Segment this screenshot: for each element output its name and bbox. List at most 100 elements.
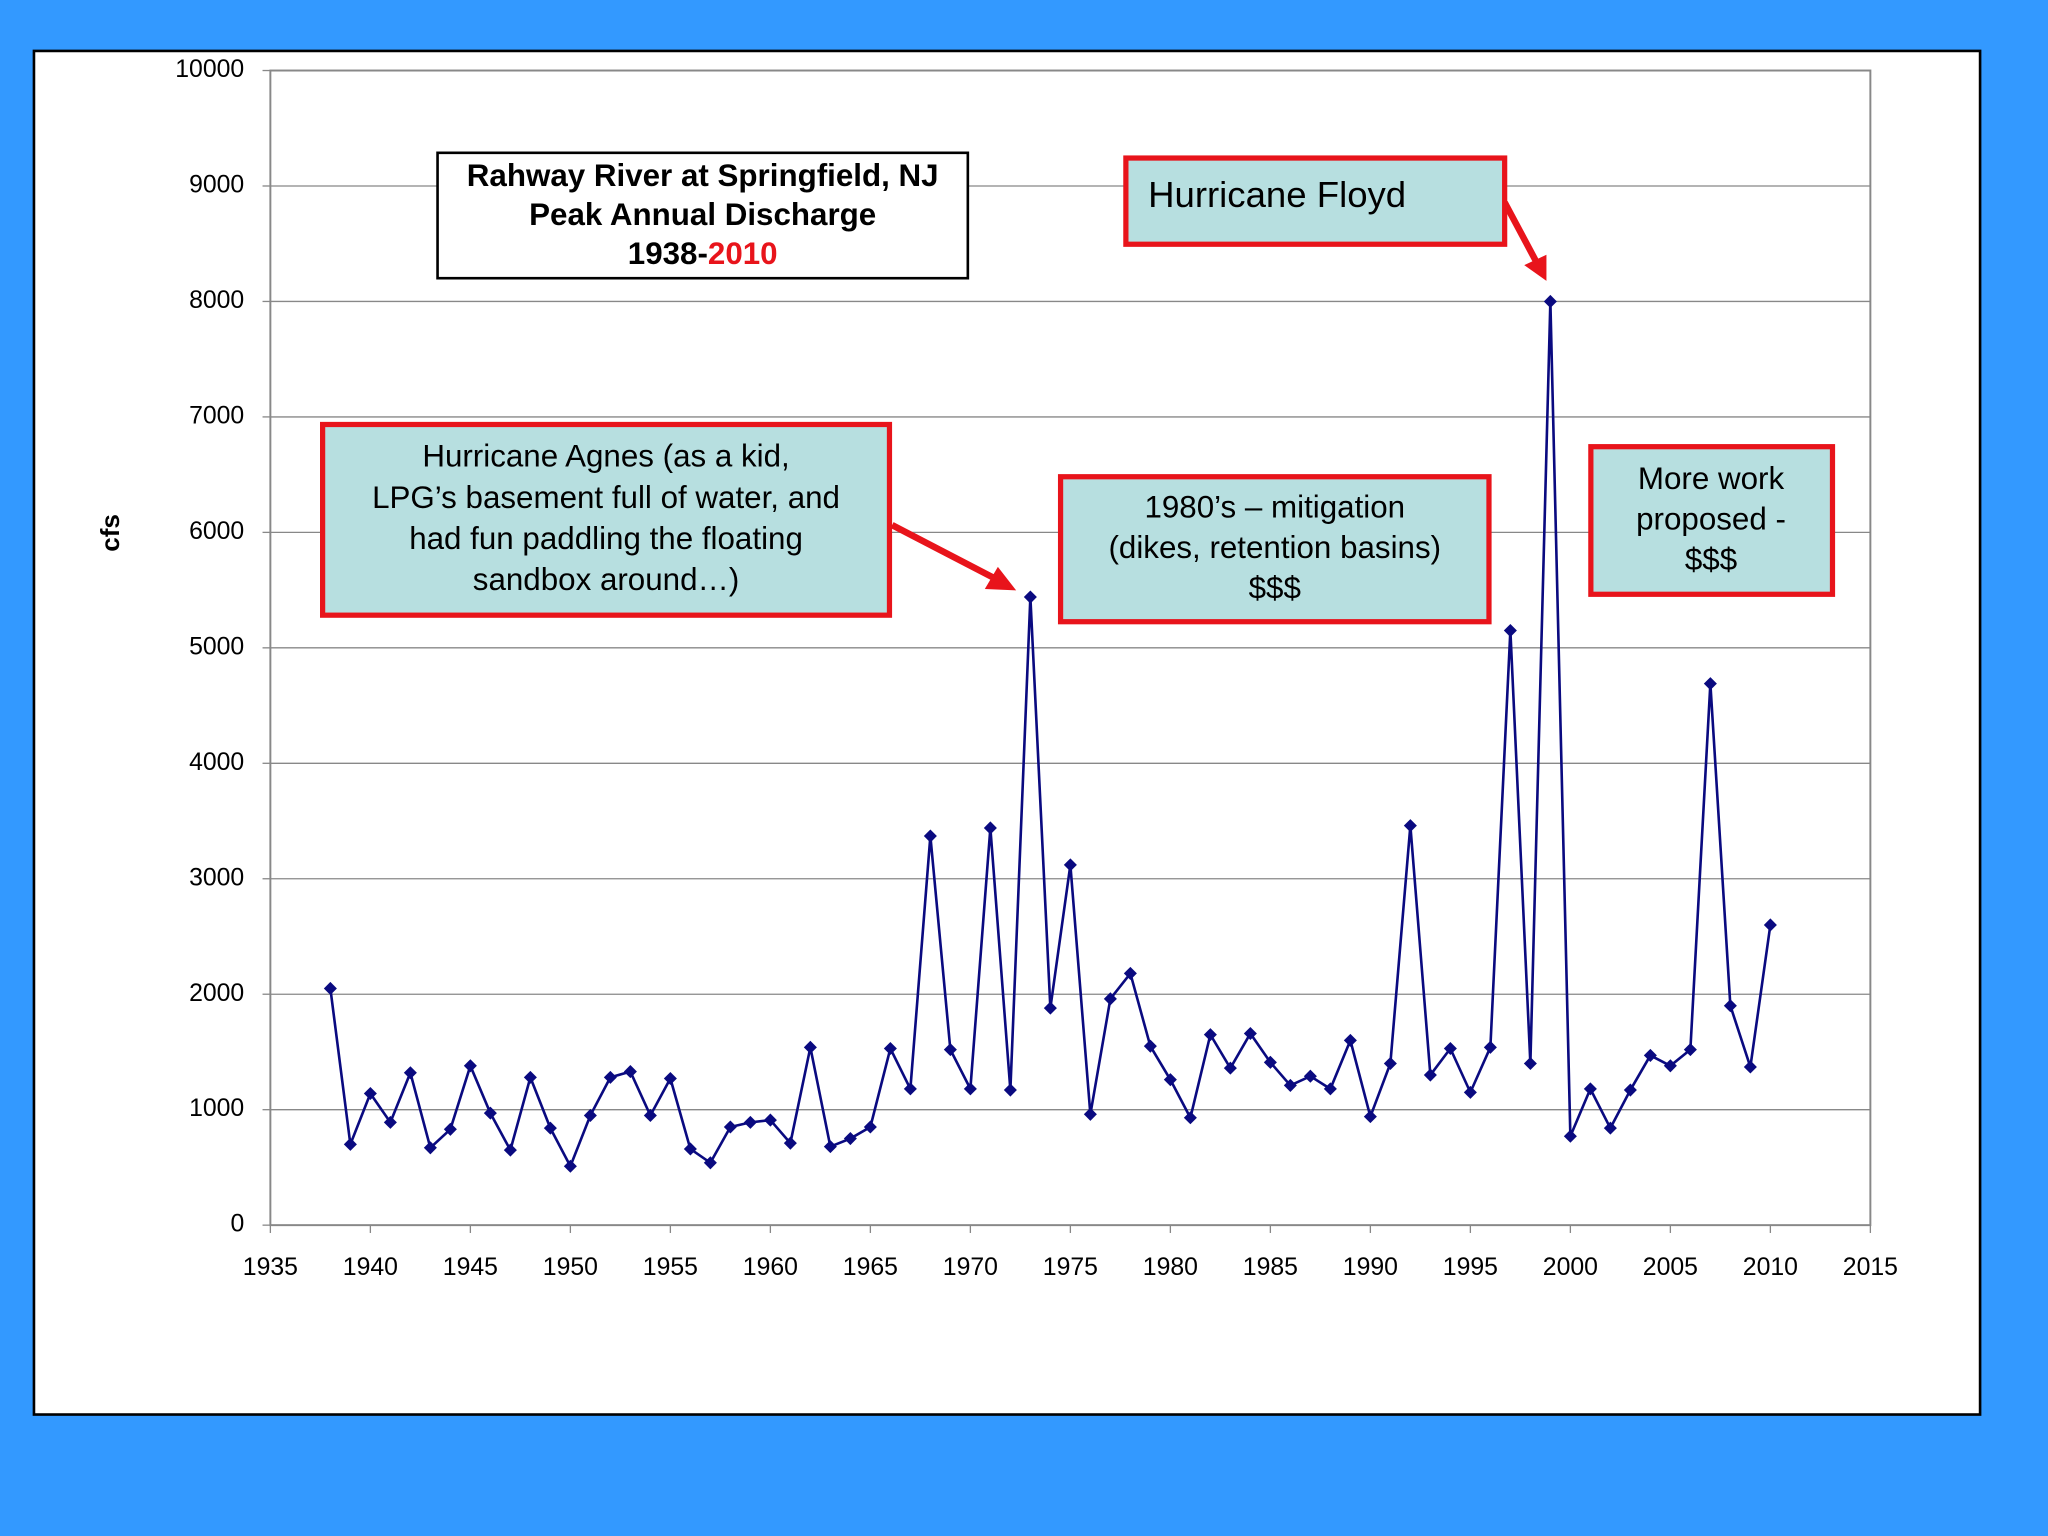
data-point: [403, 1066, 417, 1080]
data-point: [1663, 1059, 1677, 1073]
data-point: [463, 1059, 477, 1073]
data-point: [1063, 858, 1077, 872]
data-point: [1603, 1121, 1617, 1135]
x-tick-label: 1990: [1343, 1254, 1398, 1281]
data-point: [1323, 1082, 1337, 1096]
title-end-year: 2010: [708, 236, 778, 271]
arrow-head: [984, 566, 1017, 591]
data-point: [923, 829, 937, 843]
data-point: [1523, 1056, 1537, 1071]
annotation-box: [1057, 474, 1492, 625]
y-tick-label: 5000: [189, 633, 244, 660]
y-tick-label: 1000: [189, 1095, 244, 1122]
y-tick-label: 7000: [189, 402, 244, 429]
data-point: [1163, 1073, 1177, 1087]
y-tick-label: 6000: [189, 518, 244, 545]
x-tick-label: 1985: [1243, 1254, 1298, 1281]
chart-title: 1938-2010: [628, 236, 778, 271]
x-tick-label: 1940: [343, 1254, 398, 1281]
data-point: [1703, 677, 1717, 691]
x-tick-label: 1935: [243, 1254, 298, 1281]
data-point: [1363, 1110, 1377, 1124]
x-tick-label: 1960: [743, 1254, 798, 1281]
data-point: [983, 821, 997, 835]
data-point: [963, 1082, 977, 1096]
data-point: [703, 1156, 717, 1170]
data-point: [343, 1137, 357, 1151]
data-point: [1023, 590, 1037, 604]
data-point: [323, 981, 337, 995]
y-axis-label: cfs: [95, 514, 125, 552]
data-point: [1743, 1060, 1757, 1074]
data-point: [1403, 819, 1417, 833]
x-tick-label: 2015: [1843, 1254, 1898, 1281]
data-point: [763, 1113, 777, 1127]
data-point: [1343, 1033, 1357, 1047]
annotation-text: 1980’s – mitigation: [1144, 490, 1405, 525]
data-point: [1423, 1068, 1437, 1082]
data-point: [843, 1132, 857, 1146]
data-point: [1723, 999, 1737, 1013]
y-tick-label: 9000: [189, 172, 244, 199]
data-point: [823, 1140, 837, 1154]
x-tick-label: 1965: [843, 1254, 898, 1281]
annotation-text: had fun paddling the floating: [409, 521, 803, 556]
data-point: [723, 1120, 737, 1134]
data-point: [1763, 918, 1777, 932]
x-tick-label: 1980: [1143, 1254, 1198, 1281]
data-point: [903, 1082, 917, 1096]
annotations: Hurricane Agnes (as a kid, LPG’s basement…: [320, 155, 1836, 625]
data-point: [423, 1141, 437, 1155]
annotation-text: sandbox around…): [473, 562, 739, 597]
annotation-box: [1588, 444, 1836, 597]
data-point: [623, 1065, 637, 1079]
chart-title: Rahway River at Springfield, NJ: [467, 158, 939, 193]
annotation-text: LPG’s basement full of water, and: [372, 480, 840, 515]
y-tick-label: 8000: [189, 287, 244, 314]
data-point: [1643, 1048, 1657, 1062]
data-point: [1583, 1082, 1597, 1096]
y-tick-label: 0: [230, 1211, 244, 1238]
data-point: [1103, 992, 1117, 1006]
annotation-text: $$$: [1685, 542, 1737, 577]
panel: [32, 49, 1982, 1416]
title-start-year: 1938-: [628, 236, 708, 271]
title-box: [436, 151, 970, 280]
x-tick-label: 1950: [543, 1254, 598, 1281]
data-point: [1563, 1129, 1577, 1143]
data-point: [803, 1040, 817, 1054]
arrow: [1501, 200, 1539, 263]
data-point: [563, 1159, 577, 1173]
arrows: [890, 200, 1547, 591]
arrow-head: [1524, 254, 1547, 281]
data-point: [543, 1121, 557, 1135]
data-point: [1463, 1085, 1477, 1099]
annotation-text: $$$: [1249, 571, 1301, 606]
data-point: [1303, 1069, 1317, 1083]
annotation-box: [1123, 155, 1508, 247]
plot-frame: [269, 69, 1872, 1227]
x-tick-label: 1970: [943, 1254, 998, 1281]
data-point: [1043, 1001, 1057, 1015]
y-tick-label: 4000: [189, 749, 244, 776]
annotation-text: Hurricane Agnes (as a kid,: [422, 439, 789, 474]
data-point: [863, 1120, 877, 1134]
x-tick-label: 2005: [1643, 1254, 1698, 1281]
annotation-text: More work: [1638, 461, 1785, 496]
annotation-box: [320, 421, 893, 618]
data-point: [1503, 623, 1517, 638]
x-tick-label: 2010: [1743, 1254, 1798, 1281]
y-tick-label: 2000: [189, 980, 244, 1007]
data-point: [643, 1108, 657, 1122]
chart-title: Peak Annual Discharge: [529, 197, 876, 232]
x-tick-label: 1945: [443, 1254, 498, 1281]
x-tick-label: 1995: [1443, 1254, 1498, 1281]
data-point: [583, 1108, 597, 1122]
y-tick-label: 3000: [189, 864, 244, 891]
annotation-text: Hurricane Floyd: [1148, 174, 1406, 215]
x-tick-label: 1955: [643, 1254, 698, 1281]
arrow: [890, 522, 997, 582]
data-point: [1483, 1040, 1497, 1054]
x-tick-label: 2000: [1543, 1254, 1598, 1281]
